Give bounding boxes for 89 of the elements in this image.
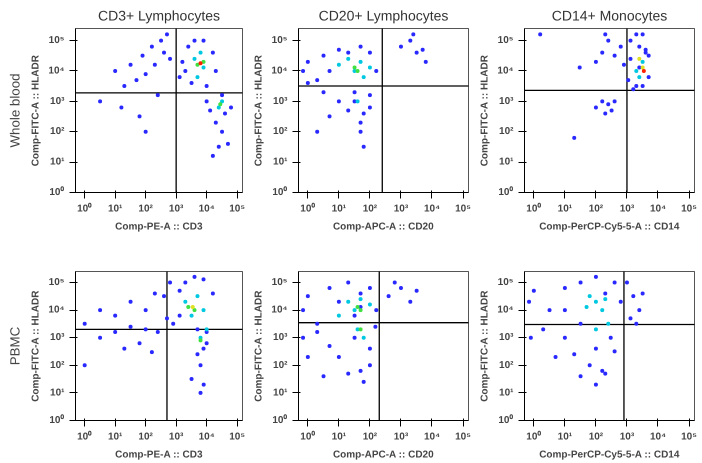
y-tick-label: 10¹ bbox=[499, 156, 514, 168]
x-tick-label: 10² bbox=[138, 204, 154, 214]
y-tick-label: 10² bbox=[50, 360, 66, 371]
y-axis-title: Comp-FITC-A :: HLADR bbox=[479, 290, 490, 402]
x-tick-label: 10⁴ bbox=[650, 432, 666, 442]
x-tick-label: 10⁴ bbox=[424, 204, 440, 214]
y-tick-label: 10¹ bbox=[273, 387, 288, 398]
y-tick-label: 10⁵ bbox=[48, 35, 65, 46]
y-tick-label: 10¹ bbox=[50, 387, 66, 398]
x-tick-label: 10⁰ bbox=[526, 202, 542, 214]
x-axis-title: Comp-PerCP-Cy5-5-A :: CD14 bbox=[539, 450, 680, 460]
y-tick-label: 10³ bbox=[50, 332, 66, 344]
y-tick-label: 10³ bbox=[273, 332, 288, 344]
y-tick-label: 10⁴ bbox=[497, 304, 514, 316]
y-tick-label: 10² bbox=[499, 126, 514, 138]
x-tick-label: 10³ bbox=[620, 432, 635, 442]
x-tick-label: 10¹ bbox=[558, 204, 573, 214]
x-axis-title: Comp-PE-A :: CD3 bbox=[115, 222, 203, 232]
x-tick-label: 10¹ bbox=[108, 432, 124, 442]
y-tick-label: 10⁰ bbox=[272, 186, 288, 198]
x-tick-label: 10² bbox=[138, 432, 154, 442]
x-tick-label: 10¹ bbox=[332, 432, 347, 442]
chart-title: CD3+ Lymphocytes bbox=[98, 8, 220, 24]
y-tick-label: 10⁵ bbox=[272, 35, 288, 46]
x-tick-label: 10² bbox=[588, 432, 604, 442]
y-axis-title: Comp-FITC-A :: HLADR bbox=[30, 54, 42, 166]
y-tick-label: 10³ bbox=[273, 96, 288, 107]
y-axis-title: Comp-FITC-A :: HLADR bbox=[253, 290, 264, 402]
text: PBMC bbox=[8, 326, 22, 366]
y-tick-label: 10⁴ bbox=[271, 65, 288, 76]
x-axis-title: Comp-APC-A :: CD20 bbox=[332, 450, 434, 460]
text: Whole blood bbox=[8, 73, 22, 148]
y-tick-label: 10⁰ bbox=[49, 186, 64, 198]
y-tick-label: 10⁰ bbox=[498, 186, 514, 198]
x-tick-label: 10¹ bbox=[108, 204, 124, 214]
x-tick-label: 10⁵ bbox=[229, 432, 246, 442]
y-tick-label: 10⁰ bbox=[49, 414, 64, 426]
x-tick-label: 10¹ bbox=[558, 432, 573, 442]
y-tick-label: 10⁴ bbox=[497, 65, 514, 76]
y-tick-label: 10¹ bbox=[50, 156, 66, 168]
y-tick-label: 10⁰ bbox=[498, 414, 514, 426]
y-tick-label: 10⁴ bbox=[271, 304, 288, 316]
x-axis-title: Comp-PerCP-Cy5-5-A :: CD14 bbox=[539, 222, 680, 232]
y-tick-label: 10² bbox=[273, 126, 288, 138]
y-tick-label: 10² bbox=[499, 360, 514, 371]
y-tick-label: 10² bbox=[50, 126, 66, 138]
x-tick-label: 10⁴ bbox=[198, 204, 215, 214]
x-tick-label: 10⁴ bbox=[650, 204, 666, 214]
x-tick-label: 10³ bbox=[168, 204, 184, 214]
x-tick-label: 10⁵ bbox=[681, 204, 698, 214]
x-tick-label: 10³ bbox=[620, 204, 635, 214]
y-tick-label: 10³ bbox=[499, 332, 514, 344]
x-axis-title: Comp-PE-A :: CD3 bbox=[115, 450, 203, 460]
y-tick-label: 10⁵ bbox=[498, 35, 514, 46]
y-axis-title: Comp-FITC-A :: HLADR bbox=[30, 290, 42, 402]
x-tick-label: 10⁰ bbox=[300, 430, 316, 442]
x-tick-label: 10⁵ bbox=[229, 204, 246, 214]
x-tick-label: 10¹ bbox=[332, 204, 347, 214]
x-tick-label: 10⁰ bbox=[300, 202, 316, 214]
y-tick-label: 10⁰ bbox=[272, 414, 288, 426]
y-tick-label: 10³ bbox=[499, 96, 514, 107]
y-tick-label: 10⁵ bbox=[272, 276, 288, 288]
x-tick-label: 10⁴ bbox=[424, 432, 440, 442]
x-tick-label: 10⁴ bbox=[198, 432, 215, 442]
x-tick-label: 10³ bbox=[394, 204, 409, 214]
y-axis-title: Comp-FITC-A :: HLADR bbox=[479, 54, 490, 166]
x-tick-label: 10⁵ bbox=[455, 204, 472, 214]
x-tick-label: 10² bbox=[362, 204, 378, 214]
x-tick-label: 10³ bbox=[394, 432, 409, 442]
x-tick-label: 10² bbox=[588, 204, 604, 214]
y-tick-label: 10² bbox=[273, 360, 288, 371]
y-tick-label: 10⁴ bbox=[48, 304, 65, 316]
x-tick-label: 10² bbox=[362, 432, 378, 442]
x-tick-label: 10⁰ bbox=[77, 430, 92, 442]
chart-title: CD20+ Lymphocytes bbox=[318, 8, 448, 24]
x-tick-label: 10⁵ bbox=[455, 432, 472, 442]
y-tick-label: 10¹ bbox=[273, 156, 288, 168]
y-tick-label: 10⁵ bbox=[498, 276, 514, 288]
x-tick-label: 10⁰ bbox=[77, 202, 92, 214]
x-tick-label: 10⁵ bbox=[681, 432, 698, 442]
chart-title: CD14+ Monocytes bbox=[552, 8, 668, 24]
y-tick-label: 10¹ bbox=[499, 387, 514, 398]
y-tick-label: 10³ bbox=[50, 96, 66, 107]
x-axis-title: Comp-APC-A :: CD20 bbox=[332, 222, 434, 232]
x-tick-label: 10⁰ bbox=[526, 430, 542, 442]
y-axis-title: Comp-FITC-A :: HLADR bbox=[253, 54, 264, 166]
y-tick-label: 10⁵ bbox=[48, 276, 65, 288]
y-tick-label: 10⁴ bbox=[48, 65, 65, 76]
x-tick-label: 10³ bbox=[168, 432, 184, 442]
